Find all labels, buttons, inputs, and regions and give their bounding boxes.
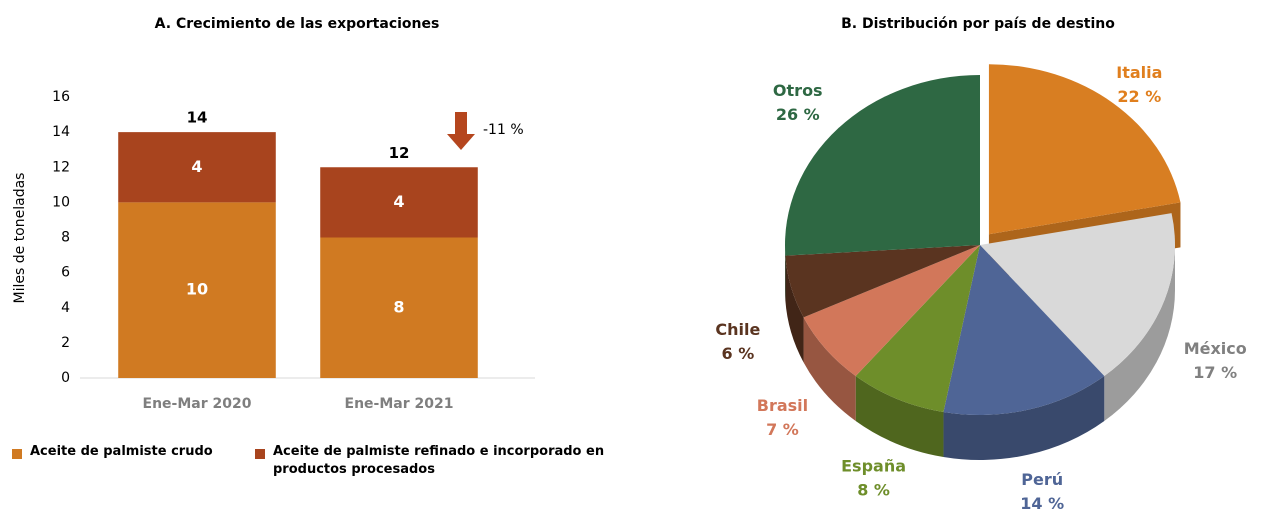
- total-label: 12: [389, 144, 410, 162]
- pie-title: B. Distribución por país de destino: [841, 16, 1115, 32]
- bar-segment: [118, 202, 276, 378]
- pie-slice: [785, 245, 980, 318]
- bar-segment: [118, 132, 276, 203]
- slice-name: Brasil: [757, 396, 808, 415]
- y-tick-label: 12: [52, 159, 70, 175]
- legend-label: Aceite de palmiste refinado e incorporad…: [273, 444, 605, 477]
- pie-slice: [785, 74, 980, 256]
- pie-side: [855, 375, 944, 457]
- data-label: 8: [393, 297, 404, 316]
- y-tick-label: 2: [61, 335, 70, 351]
- legend-swatch: [255, 449, 265, 459]
- bar-segment: [320, 237, 478, 378]
- y-tick-label: 14: [52, 124, 70, 140]
- pie-slice: [803, 245, 980, 376]
- slice-value: 6 %: [721, 344, 754, 363]
- y-tick-label: 16: [52, 89, 70, 105]
- slice-value: 8 %: [857, 481, 890, 500]
- data-label: 4: [393, 192, 404, 211]
- legend-label: Aceite de palmiste crudo: [30, 444, 213, 459]
- slice-value: 26 %: [776, 105, 820, 124]
- y-axis-label: Miles de toneladas: [12, 173, 28, 304]
- slice-value: 17 %: [1193, 363, 1237, 382]
- y-tick-label: 4: [61, 300, 70, 316]
- y-tick-label: 10: [52, 194, 70, 210]
- pie-side: [1104, 245, 1175, 421]
- y-tick-label: 8: [61, 230, 70, 246]
- slice-name: Chile: [715, 320, 760, 339]
- pie-side: [943, 375, 1105, 460]
- slice-name: México: [1184, 339, 1247, 358]
- pie-side: [803, 317, 856, 421]
- total-label: 14: [187, 109, 208, 127]
- slice-name: España: [841, 457, 906, 476]
- bar-segment: [320, 167, 478, 238]
- legend-item: Aceite de palmiste crudo: [30, 444, 213, 459]
- pie-slice: [855, 245, 980, 412]
- legend-swatch: [12, 449, 22, 459]
- pie-slice: [988, 64, 1181, 235]
- pie-slice: [943, 245, 1105, 415]
- y-tick-label: 6: [61, 265, 70, 281]
- pie-side: [785, 255, 804, 363]
- pie-slice: [980, 213, 1175, 376]
- data-label: 4: [191, 157, 202, 176]
- bar-title: A. Crecimiento de las exportaciones: [155, 16, 440, 32]
- data-label: 10: [186, 280, 208, 299]
- down-arrow: [447, 112, 475, 150]
- slice-value: 7 %: [766, 420, 799, 439]
- annotation: -11 %: [483, 122, 524, 138]
- slice-name: Otros: [773, 81, 823, 100]
- y-tick-label: 0: [61, 370, 70, 386]
- x-tick-label: Ene-Mar 2020: [143, 396, 252, 412]
- legend-item: Aceite de palmiste refinado e incorporad…: [273, 444, 605, 477]
- x-tick-label: Ene-Mar 2021: [345, 396, 454, 412]
- slice-value: 22 %: [1117, 87, 1161, 106]
- slice-name: Perú: [1021, 470, 1063, 489]
- slice-name: Italia: [1116, 63, 1162, 82]
- slice-value: 14 %: [1020, 494, 1064, 510]
